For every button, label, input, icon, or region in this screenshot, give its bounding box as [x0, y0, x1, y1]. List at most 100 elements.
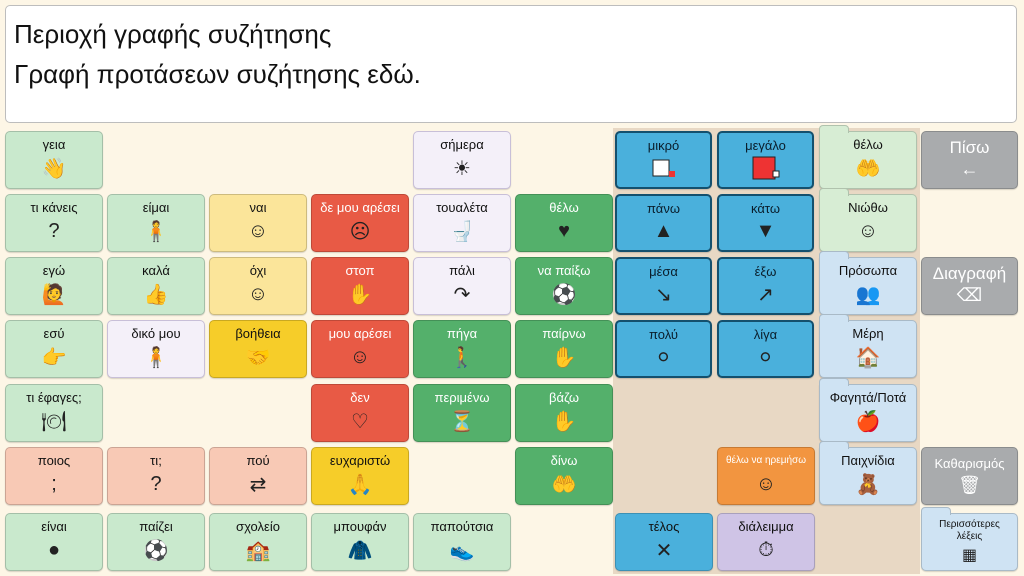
cell-prosopa[interactable]: Πρόσωπα 👥: [819, 251, 917, 315]
toilet-icon: 🚽: [449, 220, 475, 243]
give-icon: 🤲: [551, 473, 577, 496]
cell-label: καλά: [142, 263, 170, 278]
cell-dialeimma[interactable]: διάλειμμα ⏱: [717, 513, 815, 571]
cell-toualeta[interactable]: τουαλέτα 🚽: [413, 194, 511, 252]
cell-geia[interactable]: γεια 👋: [5, 131, 103, 189]
cell-label: να παίξω: [537, 263, 591, 278]
feelings-icon: ☺: [857, 219, 879, 242]
cell-nai[interactable]: ναι ☺: [209, 194, 307, 252]
cell-label: ευχαριστώ: [329, 453, 391, 468]
cell-label: παίζει: [139, 519, 173, 534]
cell-paizei[interactable]: παίζει ⚽: [107, 513, 205, 571]
nod-yes-icon: ☺: [247, 219, 269, 242]
cell-den[interactable]: δεν ♡: [311, 384, 409, 442]
cell-label: μέσα: [649, 264, 678, 279]
cell-poios[interactable]: ποιος;: [5, 447, 103, 505]
cell-telos[interactable]: τέλος ✕: [615, 513, 713, 571]
cell-de_mou_aresei[interactable]: δε μου αρέσει ☹: [311, 194, 409, 252]
cell-mikro[interactable]: μικρό: [615, 131, 712, 189]
people-icon: 👥: [855, 283, 881, 306]
cell-esy[interactable]: εσύ 👉: [5, 320, 103, 378]
cell-label: έξω: [754, 264, 777, 279]
cell-label: λίγα: [753, 327, 778, 342]
cell-ego[interactable]: εγώ 🙋: [5, 257, 103, 315]
sun-icon: ☀: [453, 157, 471, 180]
cell-liga[interactable]: λίγα ⚪: [717, 320, 814, 378]
wait-icon: ⏳: [449, 410, 475, 433]
cell-label: πού: [246, 453, 270, 468]
cell-simera[interactable]: σήμερα ☀: [413, 131, 511, 189]
cell-label: τι;: [150, 453, 162, 468]
cell-thelo[interactable]: θέλω ♥: [515, 194, 613, 252]
cell-poly[interactable]: πολύ ⚪: [615, 320, 712, 378]
cell-thelo_folder[interactable]: θέλω 🤲: [819, 125, 917, 189]
cell-paichnidia[interactable]: Παιχνίδια 🧸: [819, 441, 917, 505]
cell-label: παίρνω: [542, 326, 586, 341]
me-icon: 🙋: [41, 283, 67, 306]
cell-ti_efages[interactable]: τι έφαγες; 🍽: [5, 384, 103, 442]
cell-pou[interactable]: πού ⇄: [209, 447, 307, 505]
shoes-icon: 👟: [449, 539, 475, 562]
cell-fagita[interactable]: Φαγητά/Ποτά 🍎: [819, 378, 917, 442]
cell-boufan[interactable]: μπουφάν 🧥: [311, 513, 409, 571]
cell-kato[interactable]: κάτω ▼: [717, 194, 814, 252]
more-words-button[interactable]: Περισσότερες λέξεις ▦: [921, 507, 1018, 571]
cell-vazo[interactable]: βάζω ✋: [515, 384, 613, 442]
cell-ochi[interactable]: όχι ☺: [209, 257, 307, 315]
small-square-icon: [617, 153, 710, 187]
back-label: Πίσω: [949, 138, 990, 157]
cell-label: πάλι: [449, 263, 475, 278]
cell-na_paixo[interactable]: να παίξω ⚽: [515, 257, 613, 315]
cell-thelo_na_iremiso[interactable]: θέλω να ηρεμήσω ☺: [717, 447, 815, 505]
shake-no-icon: ☺: [247, 282, 269, 305]
play-icon: ⚽: [551, 283, 577, 306]
cell-efcharisto[interactable]: ευχαριστώ 🙏: [311, 447, 409, 505]
cell-pano[interactable]: πάνω ▲: [615, 194, 712, 252]
cell-perimeno[interactable]: περιμένω ⏳: [413, 384, 511, 442]
back-button[interactable]: Πίσω ←: [921, 131, 1018, 189]
again-arrow-icon: ↷: [453, 283, 471, 306]
cell-dino[interactable]: δίνω 🤲: [515, 447, 613, 505]
cell-einai[interactable]: είναι ●: [5, 513, 103, 571]
clear-button[interactable]: Καθαρισμός 🗑: [921, 447, 1018, 505]
want-heart-icon: ♥: [558, 219, 570, 242]
cell-label: σήμερα: [440, 137, 484, 152]
cell-mesa[interactable]: μέσα ↘: [615, 257, 712, 315]
thanks-icon: 🙏: [347, 473, 373, 496]
cell-mou_aresei[interactable]: μου αρέσει ☺: [311, 320, 409, 378]
message-window[interactable]: Περιοχή γραφής συζήτησης Γραφή προτάσεων…: [5, 5, 1017, 123]
cell-scholeio[interactable]: σχολείο 🏫: [209, 513, 307, 571]
cell-pairno[interactable]: παίρνω ✋: [515, 320, 613, 378]
delete-button[interactable]: Διαγραφή ⌫: [921, 257, 1018, 315]
cell-label: Πρόσωπα: [838, 263, 898, 278]
cell-pigа[interactable]: πήγα 🚶: [413, 320, 511, 378]
delete-icon: ⌫: [956, 285, 983, 305]
plays-icon: ⚽: [143, 539, 169, 562]
cell-label: γεια: [42, 137, 66, 152]
cell-niotho[interactable]: Νιώθω ☺: [819, 188, 917, 252]
cell-exo[interactable]: έξω ↗: [717, 257, 814, 315]
cell-kala[interactable]: καλά 👍: [107, 257, 205, 315]
cell-ti_kaneis[interactable]: τι κάνεις?: [5, 194, 103, 252]
cell-stop[interactable]: στοπ ✋: [311, 257, 409, 315]
message-line-1: Περιοχή γραφής συζήτησης: [14, 19, 332, 49]
cell-label: στοπ: [345, 263, 375, 278]
more-words-label: Περισσότερες λέξεις: [939, 519, 1000, 542]
cell-label: Φαγητά/Ποτά: [829, 390, 907, 405]
cell-label: βοήθεια: [235, 326, 281, 341]
eating-photo-icon: 🍽: [41, 410, 67, 433]
cell-meri[interactable]: Μέρη 🏠: [819, 314, 917, 378]
cell-eimai[interactable]: είμαι 🧍: [107, 194, 205, 252]
cell-megalo[interactable]: μεγάλο: [717, 131, 814, 189]
cell-ti[interactable]: τι;?: [107, 447, 205, 505]
question-icon: ?: [48, 219, 60, 242]
trash-icon: 🗑: [958, 475, 981, 495]
cell-label: Παιχνίδια: [841, 453, 895, 468]
cell-voitheia[interactable]: βοήθεια 🤝: [209, 320, 307, 378]
cell-papoutsia[interactable]: παπούτσια 👟: [413, 513, 511, 571]
not-heart-icon: ♡: [351, 410, 369, 433]
cell-label: κάτω: [751, 201, 780, 216]
cell-pali[interactable]: πάλι ↷: [413, 257, 511, 315]
want-icon: 🤲: [855, 157, 881, 180]
cell-diko_mou[interactable]: δικό μου 🧍: [107, 320, 205, 378]
